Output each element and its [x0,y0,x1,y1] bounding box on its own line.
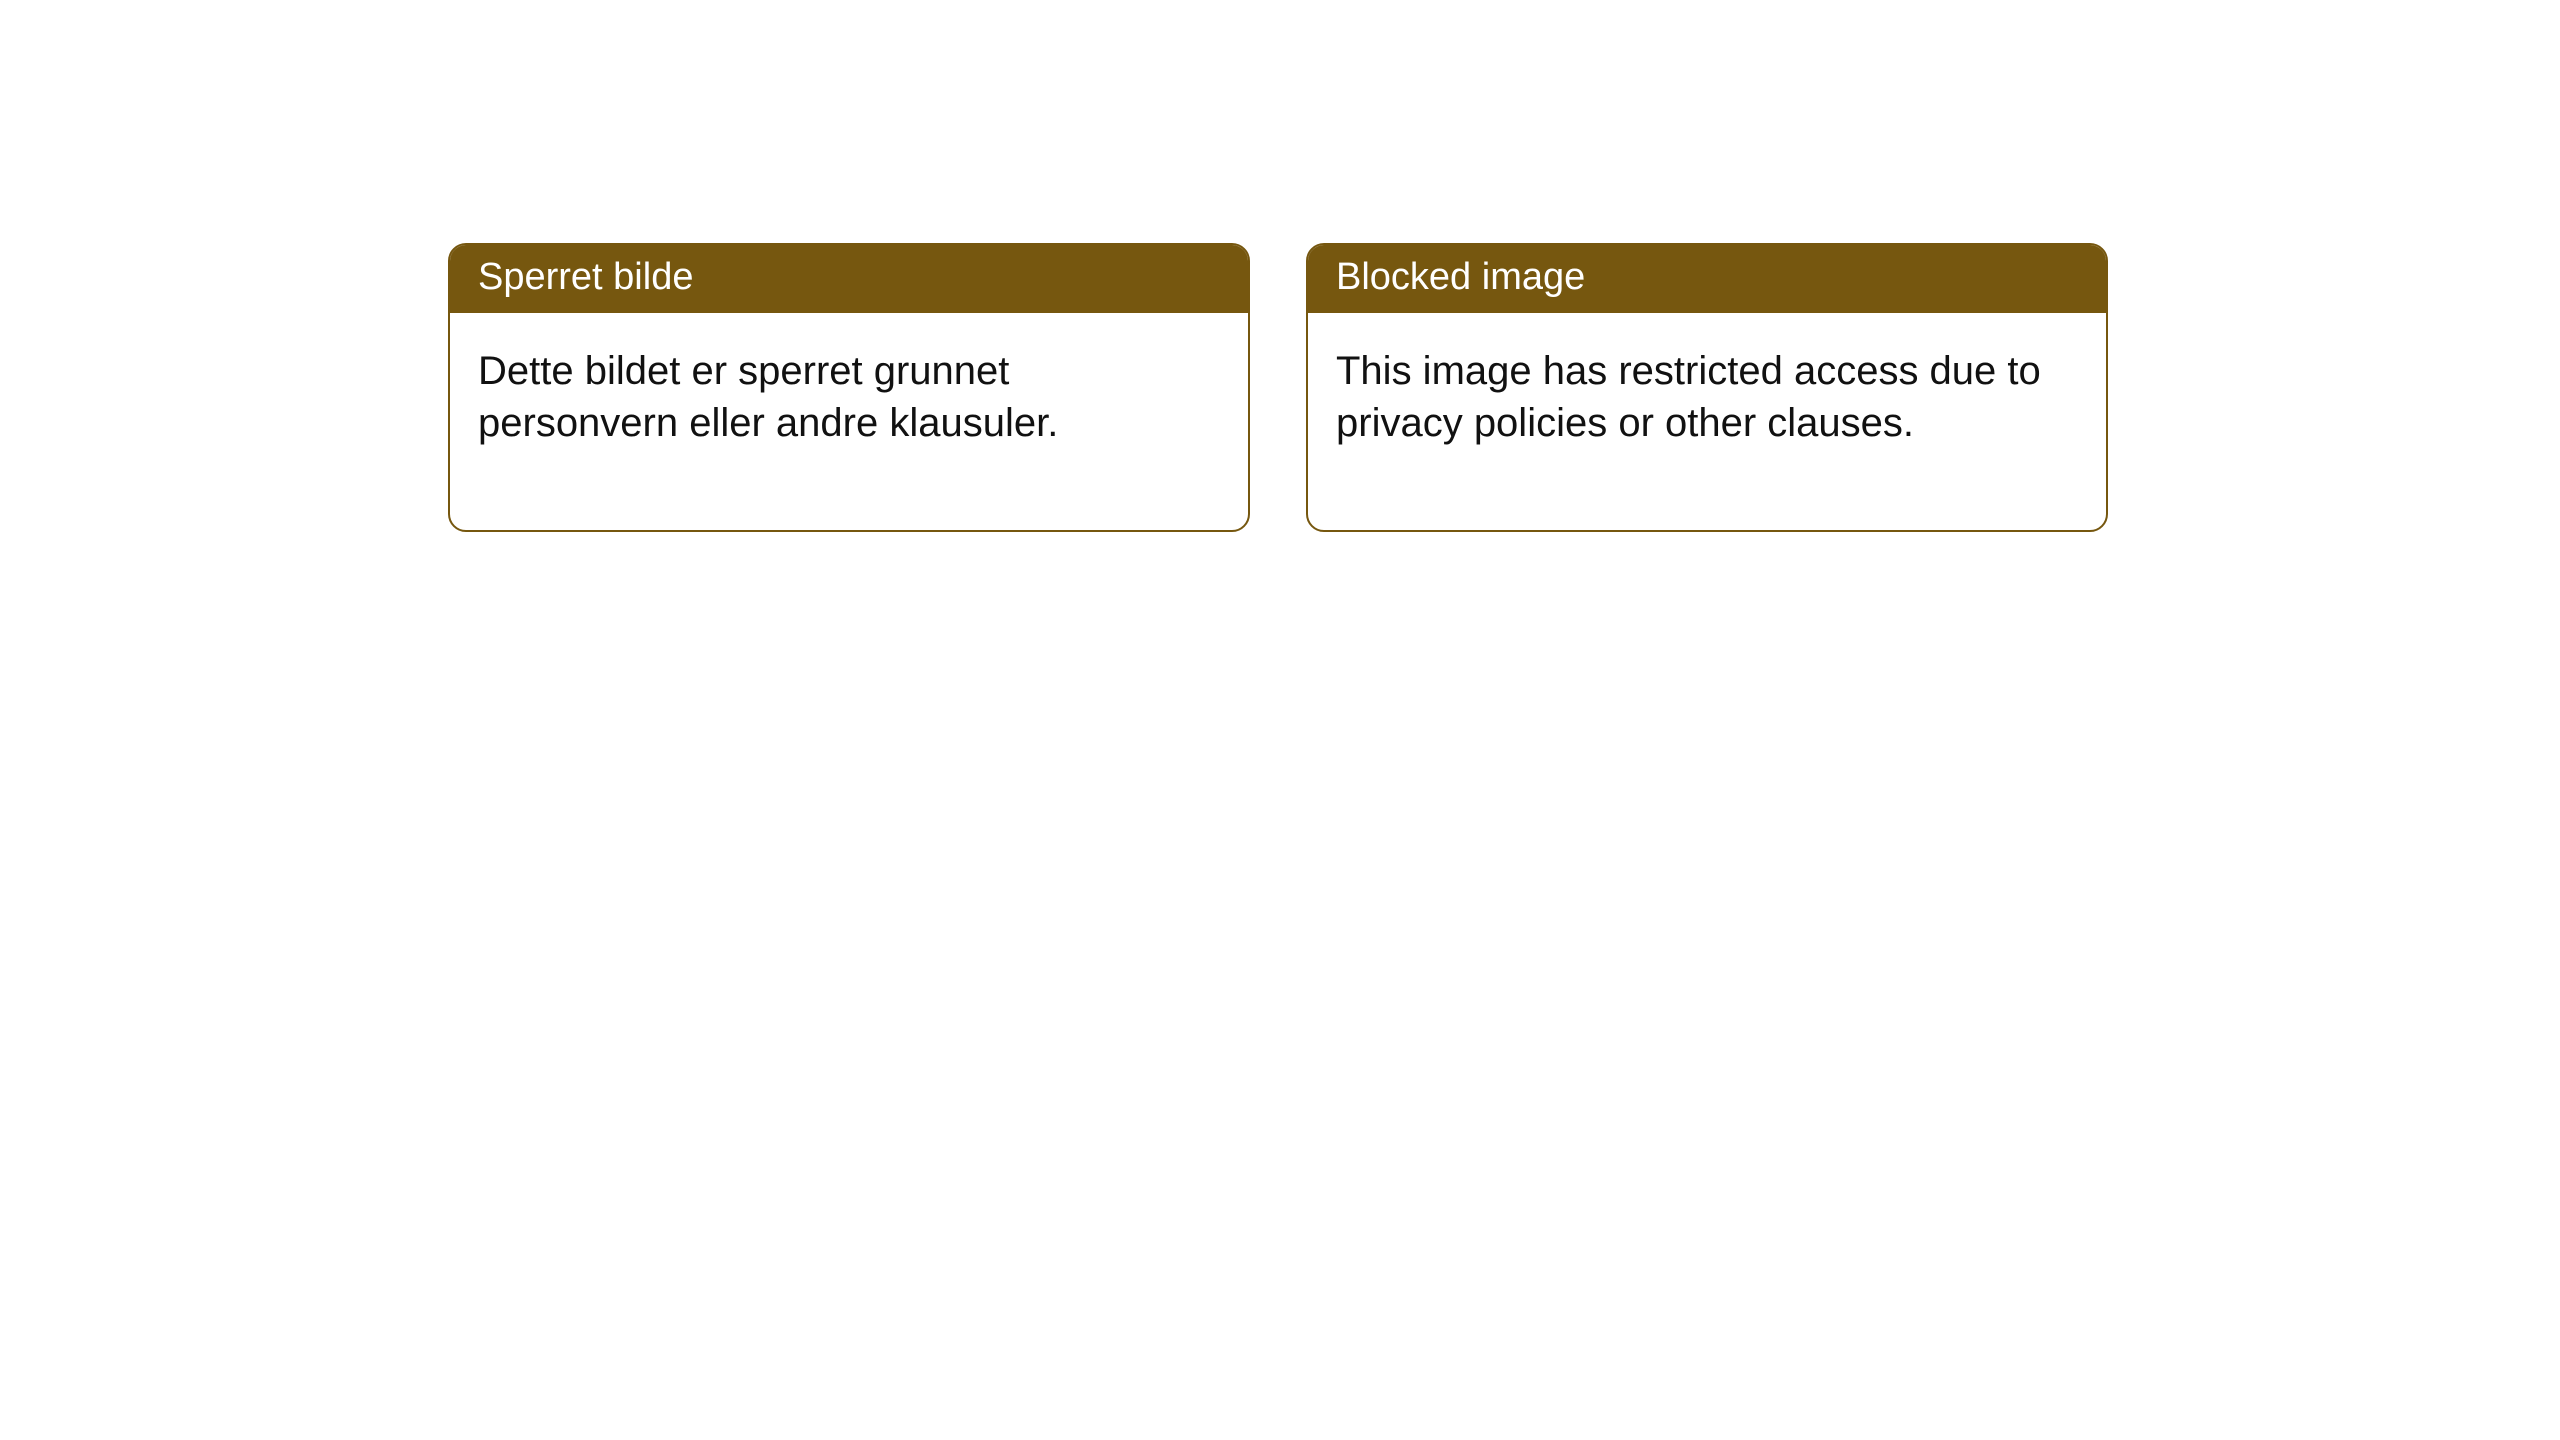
notice-body: Dette bildet er sperret grunnet personve… [450,313,1248,531]
notice-body: This image has restricted access due to … [1308,313,2106,531]
notice-container: Sperret bilde Dette bildet er sperret gr… [448,243,2108,532]
notice-card-english: Blocked image This image has restricted … [1306,243,2108,532]
notice-header: Blocked image [1308,245,2106,313]
notice-header: Sperret bilde [450,245,1248,313]
notice-card-norwegian: Sperret bilde Dette bildet er sperret gr… [448,243,1250,532]
